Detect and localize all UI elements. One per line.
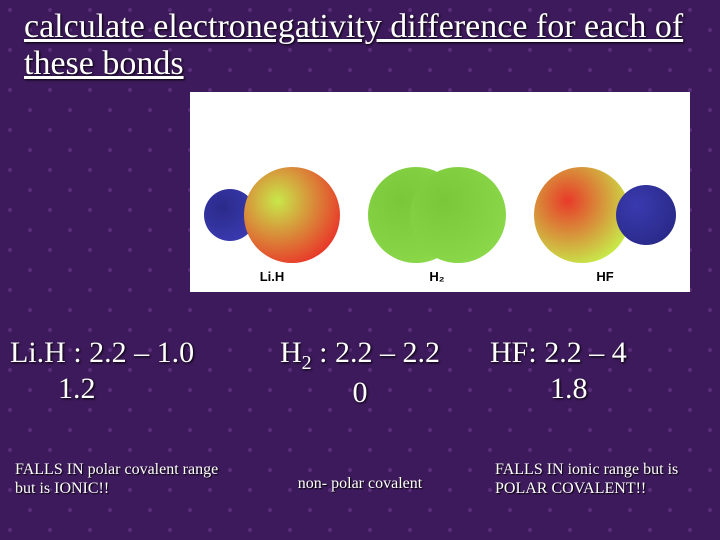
molecule-svg — [368, 167, 506, 263]
note-hf: FALLS IN ionic range but is POLAR COVALE… — [495, 460, 705, 498]
calc-expr: 2.2 – 2.2 — [335, 336, 440, 369]
notes-row: FALLS IN polar covalent range but is ION… — [0, 460, 720, 498]
calc-result: 1.8 — [490, 371, 710, 407]
molecule-label: Li.H — [260, 269, 285, 284]
calc-result: 0 — [250, 375, 470, 411]
molecule-label: H₂ — [429, 269, 444, 284]
calc-suffix: : — [312, 336, 328, 369]
calc-prefix: HF: — [490, 336, 537, 369]
slide-title: calculate electronegativity difference f… — [24, 8, 696, 83]
molecule: Li.H — [204, 167, 340, 284]
calculations-row: Li.H : 2.2 – 1.0 1.2 H2 : 2.2 – 2.2 0 HF… — [0, 335, 720, 411]
calc-prefix: Li.H : — [10, 336, 82, 369]
calc-expr: 2.2 – 4 — [544, 336, 627, 369]
note-h2: non- polar covalent — [255, 460, 465, 498]
calc-h2: H2 : 2.2 – 2.2 0 — [250, 335, 470, 411]
molecule-figure: Li.H H₂ HF — [190, 92, 690, 292]
molecule-label: HF — [596, 269, 613, 284]
note-lih: FALLS IN polar covalent range but is ION… — [15, 460, 225, 498]
calc-lih: Li.H : 2.2 – 1.0 1.2 — [10, 335, 230, 411]
calc-result: 1.2 — [10, 371, 230, 407]
calc-prefix: H — [280, 336, 302, 369]
subscript: 2 — [302, 352, 312, 374]
molecule-svg — [534, 167, 676, 263]
molecule-svg — [204, 167, 340, 263]
calc-hf: HF: 2.2 – 4 1.8 — [490, 335, 710, 411]
calc-expr: 2.2 – 1.0 — [89, 336, 194, 369]
molecule: HF — [534, 167, 676, 284]
molecule: H₂ — [368, 167, 506, 284]
